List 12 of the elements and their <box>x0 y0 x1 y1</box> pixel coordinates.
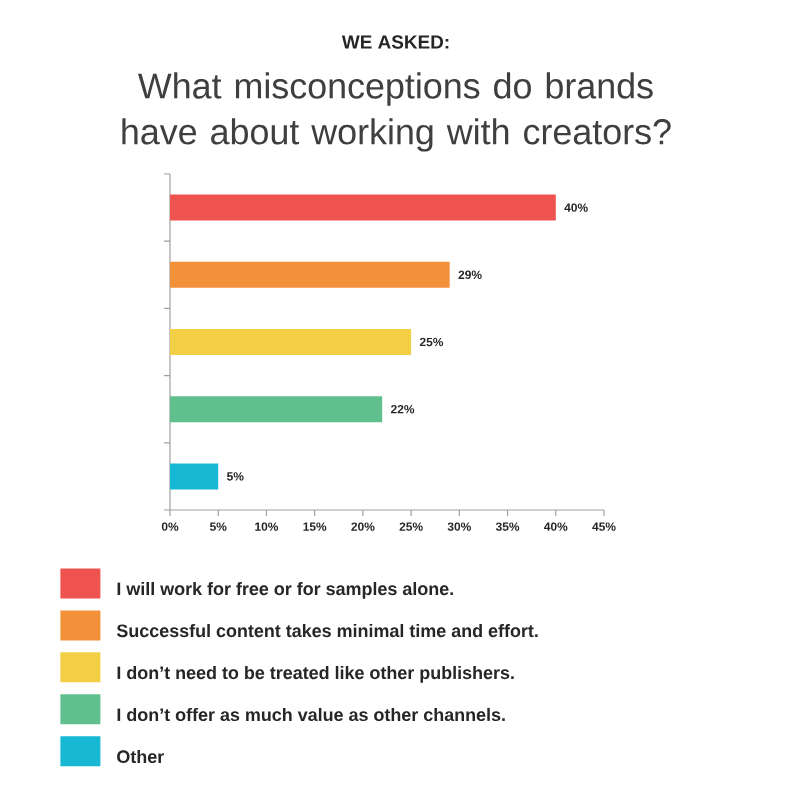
chart-subtitle: WE ASKED: <box>341 35 449 49</box>
bar <box>170 329 412 355</box>
bar <box>170 396 383 423</box>
bar <box>170 194 556 221</box>
bar <box>170 261 450 288</box>
legend-label: I don’t offer as much value as other channels. <box>117 707 505 722</box>
legend-label: I will work for free or for samples alone. <box>117 582 453 599</box>
legend-label: Successful content takes minimal time and effort. <box>116 623 538 638</box>
legend-label: Other <box>117 749 164 764</box>
legend-label: I don’t need to be treated like other publishers. <box>117 665 514 683</box>
chart-title: What misconceptions do brands have about working with creators? <box>122 72 671 152</box>
bar <box>170 463 219 490</box>
